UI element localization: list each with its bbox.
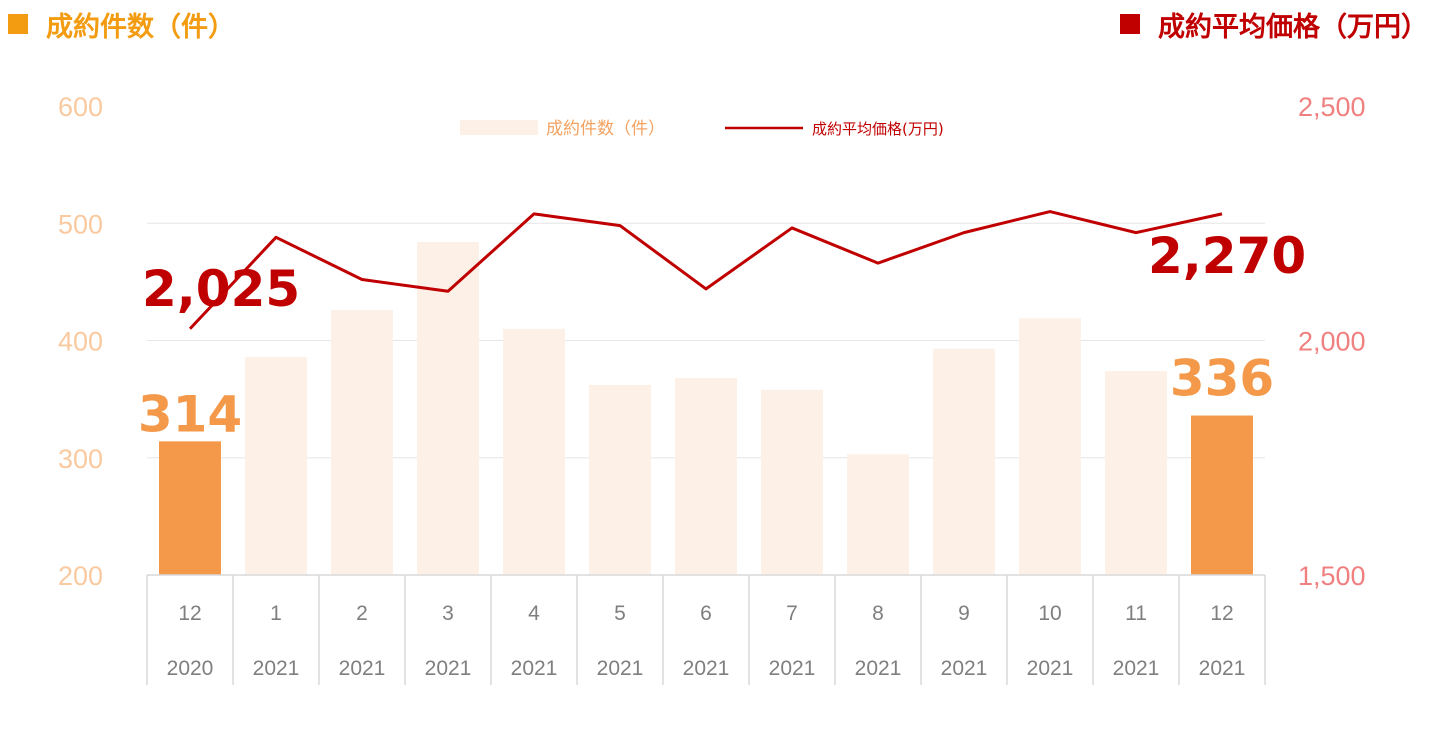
bar bbox=[589, 385, 651, 575]
right-axis-title-text: 成約平均価格（万円） bbox=[1158, 11, 1428, 43]
bar bbox=[159, 441, 221, 575]
year-tick-label: 2021 bbox=[855, 657, 902, 680]
year-tick-label: 2021 bbox=[425, 657, 472, 680]
left-axis-tick-label: 200 bbox=[58, 561, 103, 591]
month-tick-label: 12 bbox=[1210, 602, 1233, 625]
bar bbox=[1191, 415, 1253, 575]
year-tick-label: 2020 bbox=[167, 657, 214, 680]
line-series-square-icon bbox=[1120, 14, 1140, 34]
left-axis-title: 成約件数（件） bbox=[8, 2, 235, 46]
year-tick-label: 2021 bbox=[1113, 657, 1160, 680]
year-tick-label: 2021 bbox=[683, 657, 730, 680]
right-axis-title: 成約平均価格（万円） bbox=[1120, 2, 1428, 46]
year-tick-label: 2021 bbox=[253, 657, 300, 680]
right-axis-tick-label: 1,500 bbox=[1298, 561, 1366, 591]
bar bbox=[1105, 370, 1167, 575]
year-tick-label: 2021 bbox=[941, 657, 988, 680]
month-tick-label: 3 bbox=[442, 602, 454, 625]
month-tick-label: 12 bbox=[178, 602, 201, 625]
bar-series bbox=[159, 242, 1253, 575]
bar bbox=[331, 310, 393, 575]
bar-data-label-last: 336 bbox=[1170, 350, 1274, 408]
bar bbox=[761, 389, 823, 575]
right-axis-tick-label: 2,500 bbox=[1298, 92, 1366, 122]
bar-series-square-icon bbox=[8, 14, 28, 34]
month-tick-label: 1 bbox=[270, 602, 282, 625]
bar bbox=[933, 348, 995, 575]
category-axis: 12 2020 1 2021 2 2021 3 2021 4 2021 5 2021 6 2021 7 202… bbox=[146, 574, 1266, 685]
left-axis-ticks: 600 500 400 300 200 bbox=[58, 92, 103, 591]
line-data-label-first: 2,025 bbox=[142, 260, 300, 318]
bar-data-label-first: 314 bbox=[138, 385, 242, 443]
month-tick-label: 9 bbox=[958, 602, 970, 625]
left-axis-tick-label: 400 bbox=[58, 327, 103, 357]
year-tick-label: 2021 bbox=[1027, 657, 1074, 680]
left-axis-tick-label: 300 bbox=[58, 444, 103, 474]
price-line bbox=[188, 210, 1223, 330]
left-axis-tick-label: 600 bbox=[58, 92, 103, 122]
right-axis-tick-label: 2,000 bbox=[1298, 327, 1366, 357]
legend-line-label: 成約平均価格(万円) bbox=[812, 120, 944, 138]
bar bbox=[417, 242, 479, 575]
legend-bar-label: 成約件数（件） bbox=[546, 119, 665, 139]
legend-bar-swatch bbox=[460, 120, 538, 135]
bar bbox=[675, 378, 737, 575]
data-labels: 314 336 2,025 2,270 bbox=[138, 227, 1306, 443]
right-axis-ticks: 2,500 2,000 1,500 bbox=[1298, 92, 1366, 591]
month-tick-label: 7 bbox=[786, 602, 798, 625]
month-tick-label: 10 bbox=[1038, 602, 1061, 625]
bar bbox=[503, 328, 565, 575]
year-tick-label: 2021 bbox=[511, 657, 558, 680]
left-axis-title-text: 成約件数（件） bbox=[46, 11, 235, 43]
month-tick-label: 4 bbox=[528, 602, 540, 625]
year-tick-label: 2021 bbox=[597, 657, 644, 680]
line-data-label-last: 2,270 bbox=[1148, 227, 1306, 285]
month-tick-label: 8 bbox=[872, 602, 884, 625]
year-tick-label: 2021 bbox=[339, 657, 386, 680]
year-tick-label: 2021 bbox=[769, 657, 816, 680]
line-series bbox=[188, 210, 1223, 330]
month-tick-label: 2 bbox=[356, 602, 368, 625]
month-tick-label: 5 bbox=[614, 602, 626, 625]
left-axis-tick-label: 500 bbox=[58, 209, 103, 239]
month-tick-label: 11 bbox=[1125, 602, 1147, 625]
legend: 成約件数（件） 成約平均価格(万円) bbox=[460, 119, 944, 139]
bar bbox=[847, 454, 909, 575]
year-tick-label: 2021 bbox=[1199, 657, 1246, 680]
month-tick-label: 6 bbox=[700, 602, 712, 625]
bar bbox=[245, 356, 307, 575]
bar bbox=[1019, 318, 1081, 575]
